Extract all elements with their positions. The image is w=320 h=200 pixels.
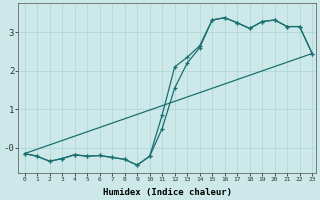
X-axis label: Humidex (Indice chaleur): Humidex (Indice chaleur): [103, 188, 232, 197]
